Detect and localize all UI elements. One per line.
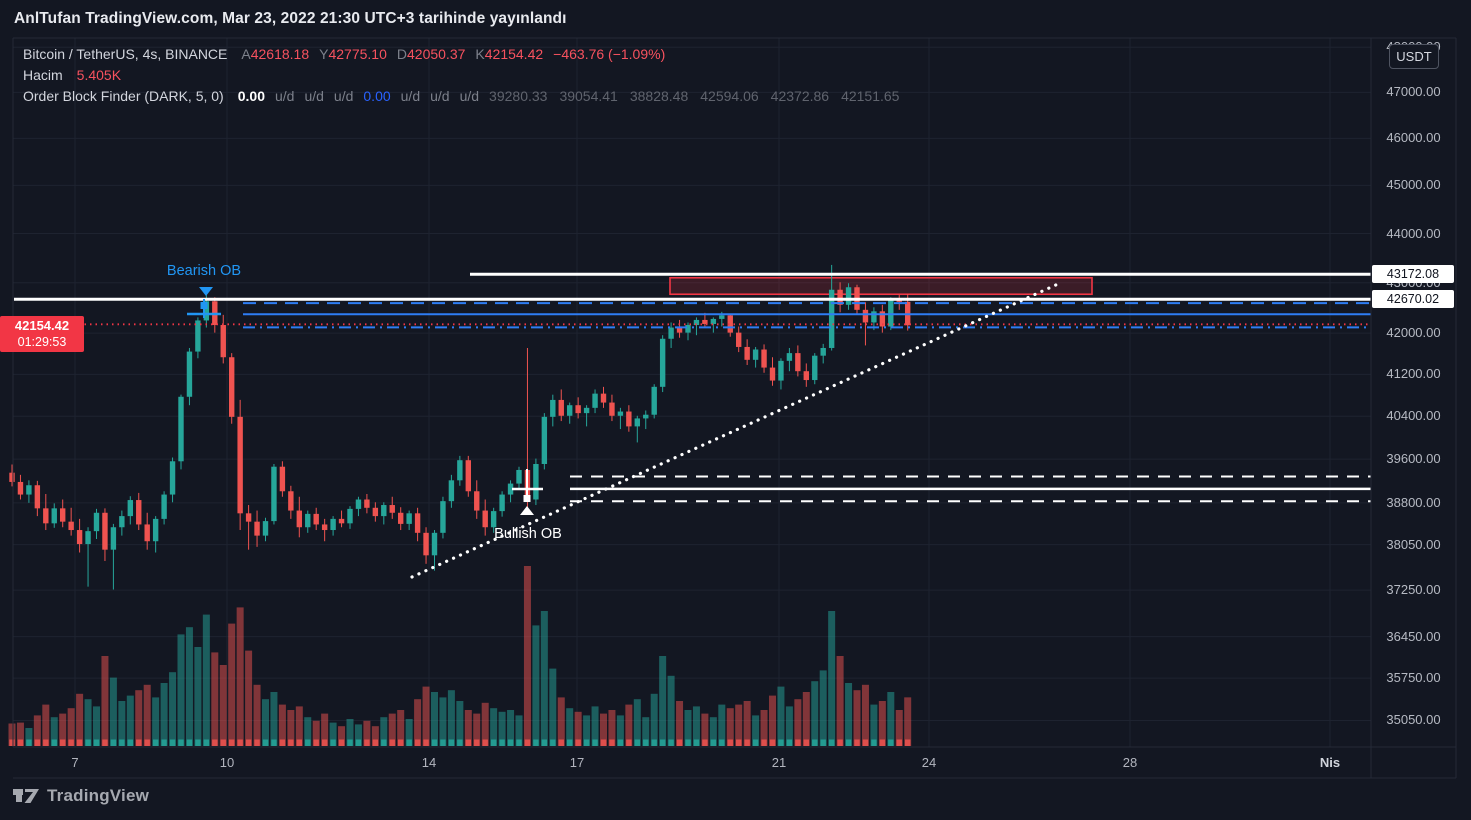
time-axis-label: Nis xyxy=(1319,755,1341,770)
updown-strip-layer xyxy=(9,739,911,746)
order-block-box xyxy=(669,276,1093,296)
low-value: 42050.37 xyxy=(407,46,466,62)
indicator-ud-3: u/d xyxy=(333,88,354,104)
price-axis-label: 44000.00 xyxy=(1386,225,1441,241)
high-value: 42775.10 xyxy=(328,46,387,62)
indicator-level-3: 38828.48 xyxy=(629,88,689,104)
pane-borders xyxy=(12,37,1457,779)
time-axis-label: 28 xyxy=(1122,755,1138,770)
price-axis-label: 46000.00 xyxy=(1386,130,1441,146)
price-badge-resistance: 43172.08 xyxy=(1372,265,1454,283)
price-axis-label: 36450.00 xyxy=(1386,628,1441,644)
legend-volume-row[interactable]: Hacim 5.405K xyxy=(23,67,131,83)
indicator-ud-2: u/d xyxy=(304,88,324,104)
price-axis[interactable]: 48000.0047000.0046000.0045000.0044000.00… xyxy=(1371,38,1456,747)
ob-markers-layer xyxy=(187,287,543,515)
close-label: K xyxy=(475,46,485,62)
open-value: 42618.18 xyxy=(250,46,310,62)
published-line: AnlTufan TradingView.com, Mar 23, 2022 2… xyxy=(14,10,567,27)
symbol-title[interactable]: Bitcoin / TetherUS, 4s, BINANCE xyxy=(23,46,228,62)
time-axis-label: 7 xyxy=(71,755,79,770)
last-price-value: 42154.42 xyxy=(14,318,70,333)
volume-label[interactable]: Hacim xyxy=(23,67,63,83)
time-axis-label: 14 xyxy=(421,755,437,770)
bar-countdown: 01:29:53 xyxy=(17,335,67,349)
price-axis-label: 42000.00 xyxy=(1386,325,1441,341)
price-axis-label: 41200.00 xyxy=(1386,366,1441,382)
indicator-ud-1: u/d xyxy=(274,88,295,104)
indicator-ud-6: u/d xyxy=(459,88,480,104)
indicator-value-1: 0.00 xyxy=(237,88,265,104)
currency-button[interactable]: USDT xyxy=(1389,44,1439,69)
bearish-ob-label[interactable]: Bearish OB xyxy=(166,263,242,279)
price-axis-label: 38050.00 xyxy=(1386,536,1441,552)
volume-layer xyxy=(8,566,912,746)
change-value: −463.76 (−1.09%) xyxy=(553,46,666,62)
grid-layer xyxy=(13,38,1371,747)
price-axis-label: 47000.00 xyxy=(1386,84,1441,100)
price-axis-label: 35050.00 xyxy=(1386,712,1441,728)
price-axis-label: 40400.00 xyxy=(1386,408,1441,424)
indicator-value-2: 0.00 xyxy=(363,88,391,104)
time-axis-label: 21 xyxy=(771,755,787,770)
footer-brand[interactable]: TradingView xyxy=(13,786,149,806)
time-axis-label: 24 xyxy=(921,755,937,770)
time-axis[interactable]: 7 10 14 17 21 24 28 Nis xyxy=(13,748,1456,777)
price-axis-label: 35750.00 xyxy=(1386,670,1441,686)
open-label: A xyxy=(241,46,251,62)
indicator-level-2: 39054.41 xyxy=(559,88,618,104)
indicator-ud-5: u/d xyxy=(430,88,450,104)
legend-symbol-row[interactable]: Bitcoin / TetherUS, 4s, BINANCE A 42618.… xyxy=(23,46,665,62)
price-axis-label: 38800.00 xyxy=(1386,494,1441,510)
close-value: 42154.42 xyxy=(484,46,544,62)
indicator-level-6: 42151.65 xyxy=(841,88,900,104)
indicator-level-4: 42594.06 xyxy=(700,88,759,104)
price-axis-label: 37250.00 xyxy=(1386,582,1441,598)
candles-layer xyxy=(9,264,911,590)
indicator-level-5: 42372.86 xyxy=(770,88,830,104)
tradingview-logo-icon xyxy=(13,789,39,803)
last-price-badge: 42154.42 01:29:53 xyxy=(0,316,84,352)
low-label: D xyxy=(396,46,407,62)
legend-indicator-row[interactable]: Order Block Finder (DARK, 5, 0) 0.00 u/d… xyxy=(23,88,911,104)
time-axis-label: 10 xyxy=(219,755,235,770)
volume-value: 5.405K xyxy=(76,67,122,83)
tradingview-logo-text: TradingView xyxy=(47,786,150,805)
indicator-level-1: 39280.33 xyxy=(489,88,548,104)
price-badge-support: 42670.02 xyxy=(1372,290,1454,308)
high-label: Y xyxy=(319,46,329,62)
bullish-ob-label[interactable]: Bullish OB xyxy=(494,526,562,542)
indicator-ud-4: u/d xyxy=(400,88,421,104)
price-axis-label: 39600.00 xyxy=(1386,451,1441,467)
price-axis-label: 45000.00 xyxy=(1386,177,1441,193)
level-lines-layer xyxy=(13,272,1371,503)
time-axis-label: 17 xyxy=(569,755,585,770)
indicator-title[interactable]: Order Block Finder (DARK, 5, 0) xyxy=(23,88,224,104)
